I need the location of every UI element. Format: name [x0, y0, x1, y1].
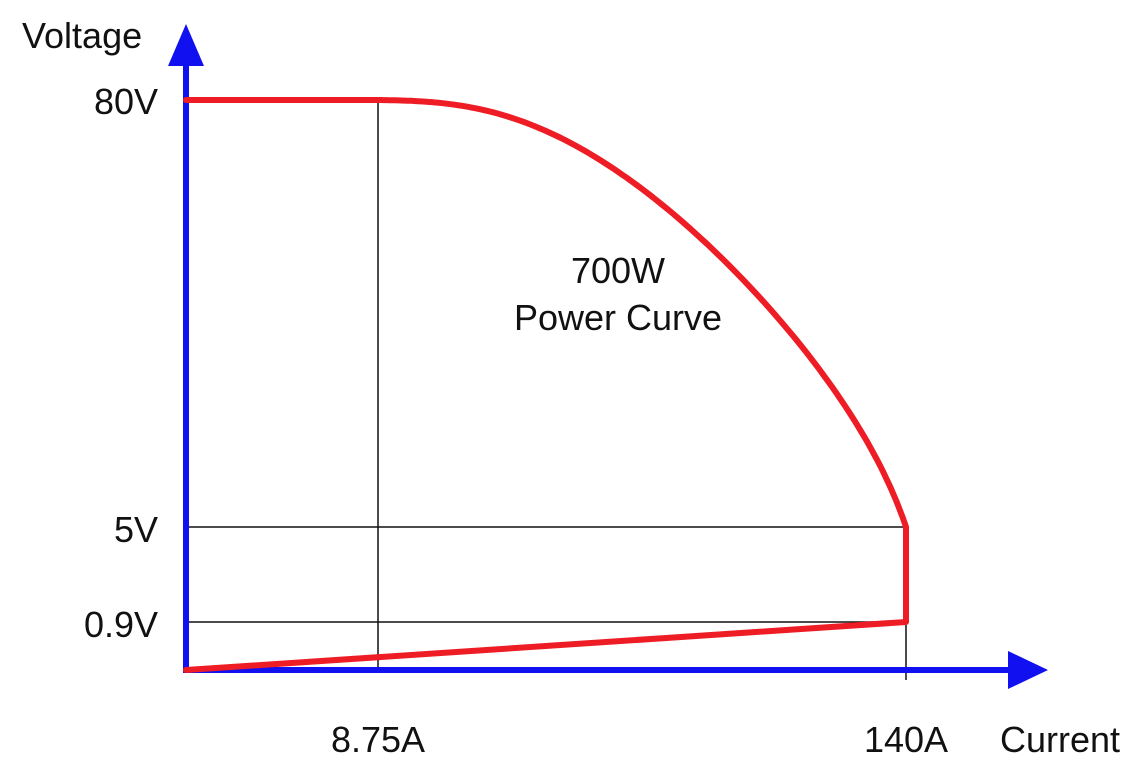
y-axis-label: Voltage — [22, 15, 142, 56]
power-curve-line — [183, 97, 909, 673]
guide-lines — [186, 100, 907, 680]
tick-label-8-75a: 8.75A — [331, 719, 425, 760]
x-axis-arrow — [1008, 651, 1048, 689]
tick-label-5v: 5V — [114, 509, 158, 550]
x-axis-label: Current — [1000, 719, 1120, 760]
axes — [168, 24, 1048, 689]
tick-label-140a: 140A — [864, 719, 948, 760]
curve-label-title: Power Curve — [514, 297, 722, 338]
curve-label-power: 700W — [571, 250, 665, 291]
tick-label-0-9v: 0.9V — [84, 604, 158, 645]
tick-label-80v: 80V — [94, 81, 158, 122]
y-axis-arrow — [168, 24, 204, 66]
